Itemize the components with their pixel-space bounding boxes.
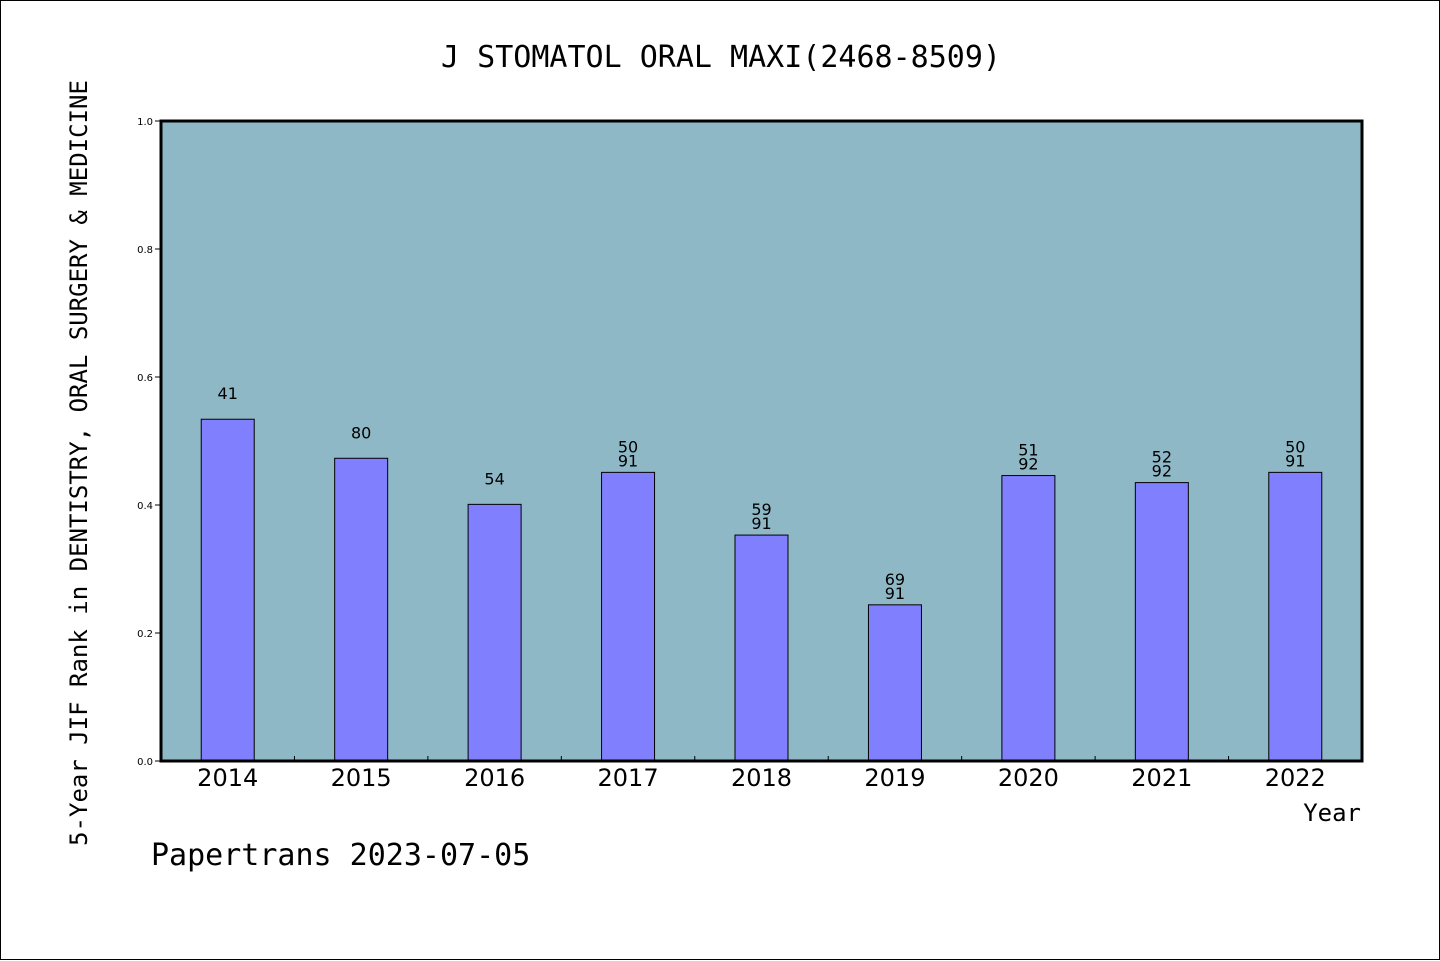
x-tick-label: 2014	[197, 764, 258, 792]
bar-data-label: 91	[618, 451, 638, 470]
bar-data-label: 69	[885, 570, 905, 589]
bar	[867, 604, 922, 762]
bar-data-label: 91	[885, 584, 905, 603]
x-tick-label: 2020	[998, 764, 1059, 792]
bar	[601, 471, 656, 762]
x-tick-label: 2022	[1265, 764, 1326, 792]
watermark: Papertrans 2023-07-05	[151, 838, 530, 873]
bar-data-label: 80	[351, 423, 371, 442]
bar-data-label: 50	[1285, 437, 1305, 456]
x-tick-label: 2017	[598, 764, 659, 792]
chart-title: J STOMATOL ORAL MAXI(2468-8509)	[441, 40, 1001, 75]
y-tick-label: 0.4	[137, 501, 153, 512]
bar-data-label: 91	[1285, 451, 1305, 470]
x-tick-label: 2016	[464, 764, 525, 792]
y-tick-label: 0.0	[137, 757, 153, 768]
bar	[1001, 475, 1056, 762]
y-axis: 0.0 0.2 0.4 0.6 0.8 1.0	[137, 117, 161, 768]
x-tick-label: 2018	[731, 764, 792, 792]
bar	[1268, 471, 1323, 762]
bar	[1134, 482, 1189, 762]
x-axis-label: Year	[1303, 799, 1361, 827]
plot-border	[159, 119, 1364, 763]
bar	[734, 534, 789, 762]
x-axis: 2014 2015 2016 2017 2018 2019 2020 2021 2022	[197, 756, 1326, 792]
bar	[200, 418, 255, 762]
y-tick-label: 0.6	[137, 373, 153, 384]
bar-data-label: 50	[618, 437, 638, 456]
bar	[334, 457, 389, 762]
y-tick-label: 0.2	[137, 629, 153, 640]
x-tick-label: 2015	[331, 764, 392, 792]
y-tick-label: 0.8	[137, 245, 153, 256]
bar-data-label: 51	[1018, 441, 1038, 460]
bar	[467, 503, 522, 762]
x-tick-label: 2021	[1131, 764, 1192, 792]
bar-data-label: 92	[1018, 455, 1038, 474]
bar-data-label: 59	[751, 500, 771, 519]
bar-series	[200, 418, 1323, 762]
x-tick-label: 2019	[864, 764, 925, 792]
bar-data-label: 92	[1152, 462, 1172, 481]
bar-data-label: 41	[218, 384, 238, 403]
bar-data-label: 91	[751, 514, 771, 533]
y-tick-label: 1.0	[137, 117, 153, 128]
bar-data-label: 52	[1152, 448, 1172, 467]
y-axis-label: 5-Year JIF Rank in DENTISTRY, ORAL SURGE…	[65, 80, 93, 846]
bar-data-label: 54	[484, 469, 504, 488]
